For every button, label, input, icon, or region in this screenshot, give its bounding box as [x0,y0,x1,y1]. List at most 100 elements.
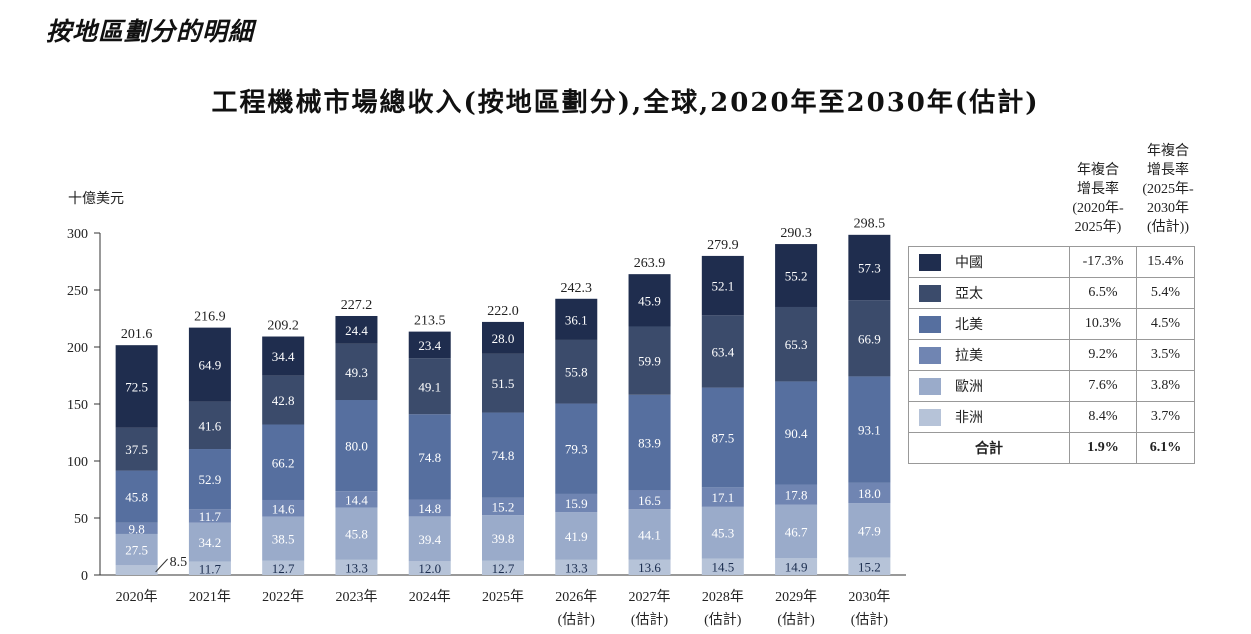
y-tick-label: 200 [67,341,88,356]
data-label: 45.8 [345,527,368,542]
legend-label: 非洲 [955,411,983,426]
bar-segment [335,315,378,344]
cagr-2025-2030-value: 3.8% [1136,370,1195,402]
data-label: 80.0 [345,439,368,454]
data-label: 12.7 [272,561,295,576]
y-tick-label: 50 [74,512,88,527]
data-label: 83.9 [638,436,661,451]
bar-segment [555,298,598,340]
data-label: 15.2 [858,559,881,574]
legend-swatch [919,346,941,364]
data-label: 13.6 [638,560,661,575]
data-label: 42.8 [272,393,295,408]
bar-segment [262,516,305,561]
cagr-header-line: 2030年 [1147,201,1189,216]
cagr-2020-2025-value: 10.3% [1069,308,1137,340]
bar-segment [555,559,598,575]
data-label: 37.5 [125,442,148,457]
data-label: 14.4 [345,492,368,507]
bar-total-label: 227.2 [341,298,373,313]
x-tick-label: 2030年 [848,589,890,605]
data-label: 63.4 [711,344,734,359]
bar-segment [188,561,231,575]
legend-row: 非洲 8.4% 3.7% [908,401,1195,433]
bar-total-label: 209.2 [267,319,299,334]
legend-swatch [919,253,941,271]
cagr-header-line: 2025年) [1074,220,1122,235]
data-label: 41.9 [565,529,588,544]
x-tick-label: 2027年 [629,589,671,605]
bar-segment [701,487,744,507]
data-label: 47.9 [858,523,881,538]
legend-row: 北美 10.3% 4.5% [908,308,1195,340]
x-tick-note: (估計) [704,612,742,628]
cagr-header-line: 年複合 [1077,163,1119,178]
bar-segment [188,522,231,562]
data-label: 39.4 [418,532,441,547]
cagr-header-line: (估計)) [1147,220,1189,235]
data-label: 52.9 [199,472,222,487]
data-label: 11.7 [199,509,222,524]
data-label: 17.1 [711,490,734,505]
legend-label: 北美 [955,318,983,333]
cagr-2020-2025-value: 8.4% [1069,401,1137,433]
bar-segment [555,493,598,513]
x-tick-label: 2022年 [262,589,304,605]
data-label: 11.7 [199,561,222,576]
x-tick-label: 2025年 [482,589,524,605]
bar-segment [628,274,671,327]
cagr-2025-2030-value: 15.4% [1136,246,1195,278]
data-label: 24.4 [345,323,368,338]
y-tick-label: 150 [67,398,88,413]
data-label: 49.1 [418,379,441,394]
bar-segment [775,558,818,575]
legend-swatch [919,315,941,333]
bar-segment [408,499,451,517]
data-label: 79.3 [565,442,588,457]
legend-row: 亞太 6.5% 5.4% [908,277,1195,309]
bar-segment [188,401,231,450]
data-label: 39.8 [492,531,515,546]
data-label: 8.5 [170,555,188,570]
data-label: 64.9 [199,358,222,373]
bar-segment [701,315,744,388]
legend-label: 拉美 [955,349,983,364]
data-label: 14.8 [418,501,441,516]
bar-segment [775,504,818,559]
bar-segment [408,414,451,500]
data-label: 57.3 [858,260,881,275]
y-tick-label: 100 [67,455,88,470]
bar-segment [408,331,451,359]
x-tick-label: 2023年 [335,589,377,605]
bar-segment [335,400,378,492]
bar-segment [408,516,451,562]
bar-segment [482,497,524,516]
bar-segment [262,375,305,425]
bar-segment [701,255,744,316]
data-label: 74.8 [418,450,441,465]
data-label: 44.1 [638,527,661,542]
cagr-2020-2025-value: 6.5% [1069,277,1137,309]
data-label: 66.2 [272,455,295,470]
bar-segment [262,499,305,517]
x-tick-label: 2020年 [116,589,158,605]
bar-segment [555,339,598,404]
cagr-2025-2030-value: 3.7% [1136,401,1195,433]
bar-total-label: 201.6 [121,327,153,342]
bar-segment [115,470,158,523]
legend-row: 拉美 9.2% 3.5% [908,339,1195,371]
bar-segment [482,412,524,498]
data-label: 18.0 [858,486,881,501]
total-cagr-2025-2030: 6.1% [1136,432,1195,464]
chart-title: 工程機械市場總收入(按地區劃分),全球,2020年至2030年(估計) [211,88,1040,118]
total-label: 合計 [908,432,1070,464]
bar-segment [775,306,818,382]
bar-segment [628,490,671,510]
bar-segment [335,507,378,560]
cagr-header-line: 年複合 [1147,144,1189,159]
data-label: 27.5 [125,543,148,558]
data-label: 12.0 [418,561,441,576]
bar-total-label: 263.9 [634,256,666,271]
cagr-2025-2030-value: 4.5% [1136,308,1195,340]
bar-segment [188,509,231,523]
